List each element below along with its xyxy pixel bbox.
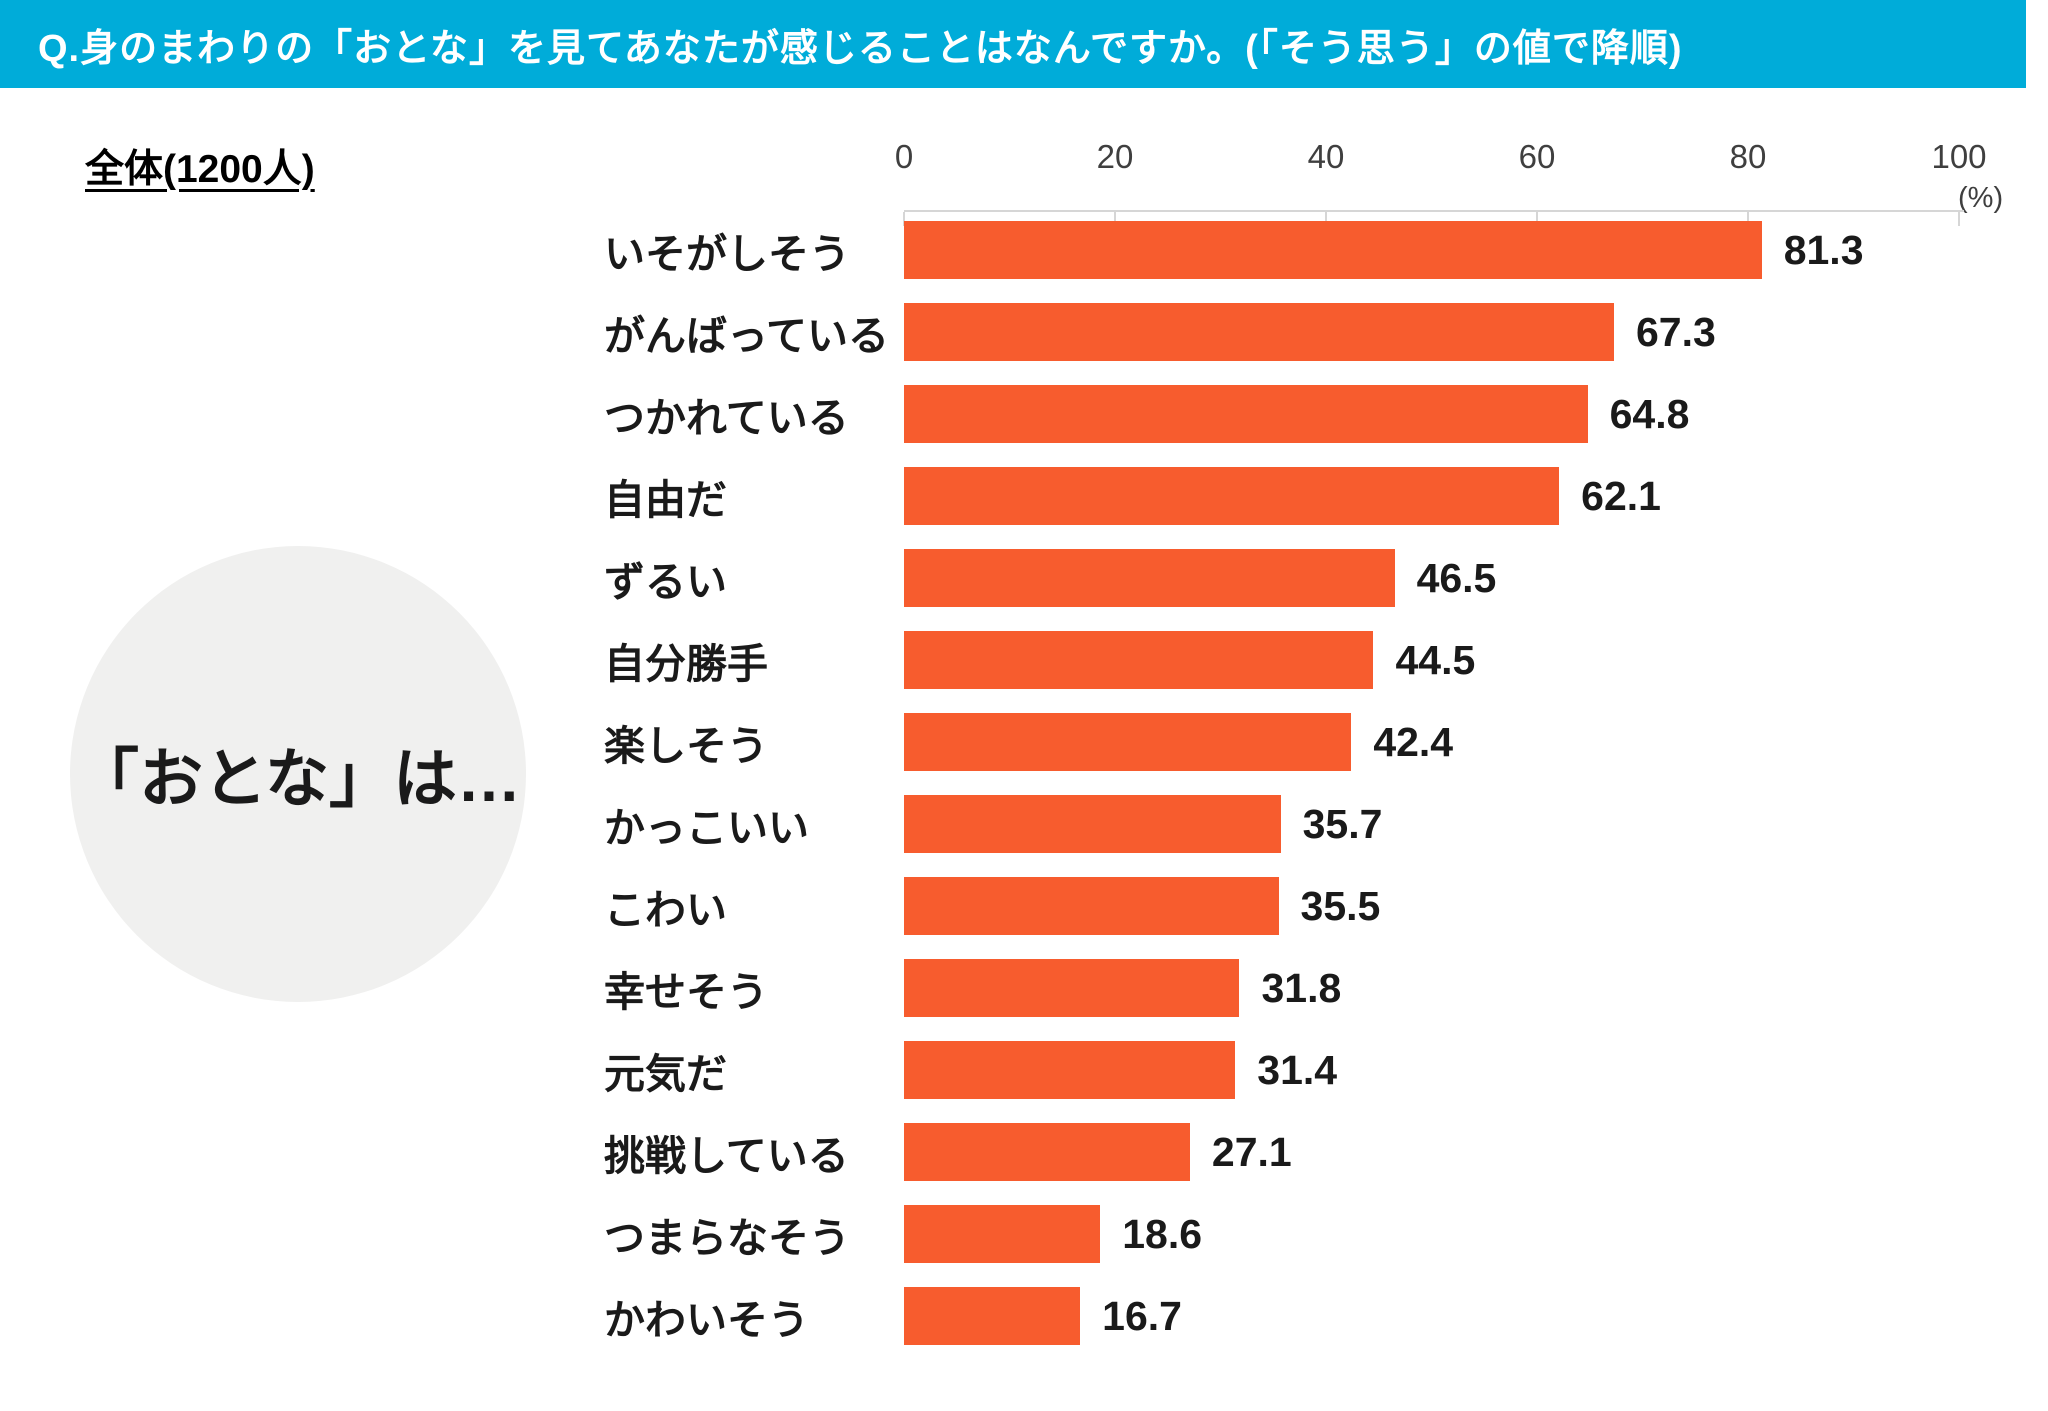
value-label: 31.8 (1261, 964, 1342, 1011)
category-label: 自由だ (604, 477, 727, 523)
chart-row: 幸せそう 31.8 (0, 959, 2048, 1017)
category-label: ずるい (604, 559, 727, 605)
x-axis-tick-label: 0 (894, 138, 914, 175)
chart-row: 元気だ 31.4 (0, 1041, 2048, 1099)
bar (904, 385, 1588, 443)
bar (904, 877, 1279, 935)
value-label: 18.6 (1122, 1210, 1203, 1257)
sample-size-label: 全体(1200人) (85, 148, 315, 191)
value-label: 81.3 (1783, 226, 1864, 273)
value-label: 62.1 (1581, 472, 1661, 519)
x-axis-tick-label: 40 (1307, 138, 1345, 175)
x-axis-tick-label: 80 (1729, 138, 1767, 175)
value-label: 64.8 (1609, 390, 1690, 437)
question-header: Q.身のまわりの「おとな」を見てあなたが感じることはなんですか。(「そう思う」の… (0, 0, 2026, 88)
category-label: かっこいい (604, 805, 809, 851)
x-axis-tick-labels: 0 20 40 60 80 100 (895, 138, 1987, 178)
chart-row: いそがしそう 81.3 (0, 221, 2048, 279)
x-axis-tick-mark (1958, 212, 1960, 226)
x-axis-tick-mark (1325, 212, 1327, 226)
bar (904, 221, 1762, 279)
value-label: 35.7 (1302, 800, 1383, 847)
chart-row: 自由だ 62.1 (0, 467, 2048, 525)
chart-row: ずるい 46.5 (0, 549, 2048, 607)
bar (904, 795, 1281, 853)
bar (904, 631, 1374, 689)
category-label: 自分勝手 (604, 641, 768, 687)
value-label: 16.7 (1102, 1292, 1182, 1339)
adult-circle-callout: 「おとな」は… (70, 546, 526, 1002)
chart-row: つまらなそう 18.6 (0, 1205, 2048, 1263)
value-label: 44.5 (1395, 636, 1476, 683)
x-axis-tick-mark (1114, 212, 1116, 226)
bar (904, 1205, 1101, 1263)
category-label: こわい (604, 887, 727, 933)
x-axis-tick-label: 60 (1518, 138, 1556, 175)
value-label: 35.5 (1300, 882, 1381, 929)
bar (904, 303, 1614, 361)
bar (904, 1123, 1190, 1181)
chart-row: がんばっている 67.3 (0, 303, 2048, 361)
percent-unit-label: (%) (1958, 182, 2004, 214)
value-label: 27.1 (1211, 1128, 1292, 1175)
chart-row: つかれている 64.8 (0, 385, 2048, 443)
bar (904, 1041, 1236, 1099)
category-label: つかれている (604, 395, 849, 441)
bar (904, 467, 1560, 525)
category-label: 幸せそう (604, 969, 768, 1015)
category-label: 元気だ (604, 1051, 727, 1097)
bar (904, 713, 1352, 771)
chart-row: かわいそう 16.7 (0, 1287, 2048, 1345)
category-label: いそがしそう (604, 231, 850, 277)
bar (904, 959, 1240, 1017)
question-title: Q.身のまわりの「おとな」を見てあなたが感じることはなんですか。(「そう思う」の… (38, 27, 1683, 70)
category-label: 挑戦している (604, 1133, 849, 1179)
value-label: 46.5 (1416, 554, 1497, 601)
value-label: 42.4 (1373, 718, 1454, 765)
chart-row: 自分勝手 44.5 (0, 631, 2048, 689)
chart-row: 挑戦している 27.1 (0, 1123, 2048, 1181)
category-label: がんばっている (604, 313, 889, 359)
adult-circle-text: 「おとな」は… (74, 743, 522, 815)
x-axis-tick-mark (1747, 212, 1749, 226)
chart-row: こわい 35.5 (0, 877, 2048, 935)
value-label: 67.3 (1636, 308, 1716, 355)
x-axis-tick-mark (1536, 212, 1538, 226)
x-axis-tick-mark (903, 212, 905, 226)
category-label: つまらなそう (604, 1215, 850, 1261)
x-axis-tick-label: 20 (1096, 138, 1134, 175)
value-label: 31.4 (1257, 1046, 1338, 1093)
x-axis-tick-label: 100 (1931, 138, 1987, 175)
chart-row: 楽しそう 42.4 (0, 713, 2048, 771)
x-axis-line (903, 210, 1964, 226)
category-label: かわいそう (604, 1297, 809, 1343)
bar (904, 549, 1395, 607)
bar (904, 1287, 1081, 1345)
category-label: 楽しそう (604, 723, 768, 769)
chart-row: かっこいい 35.7 (0, 795, 2048, 853)
